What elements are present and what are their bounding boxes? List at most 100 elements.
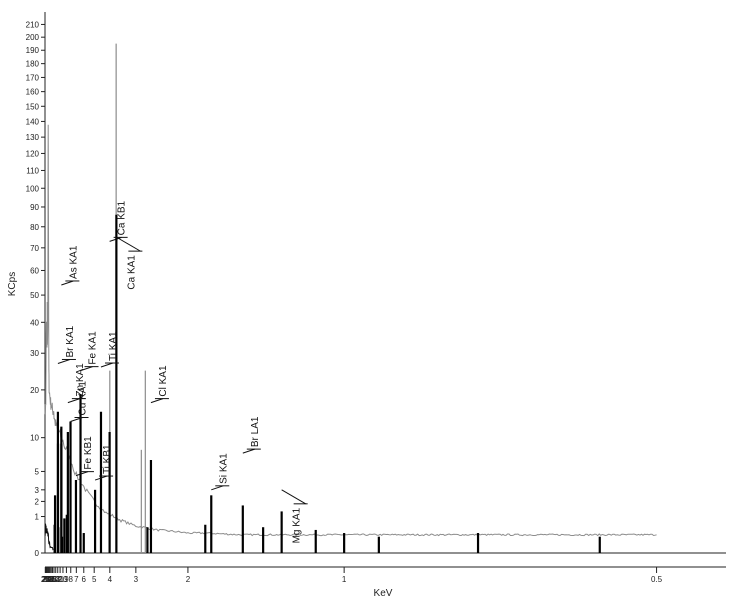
y-tick-label: 190	[26, 46, 40, 55]
peak-label-text: Si KA1	[218, 453, 229, 484]
peak-label-group: Fe KA1	[80, 331, 99, 372]
x-tick-label: 15	[48, 575, 57, 584]
y-tick-label: 30	[30, 349, 39, 358]
y-tick-label: 210	[26, 20, 40, 29]
x-tick-label: 6	[82, 575, 87, 584]
x-tick-label: 11	[56, 575, 65, 584]
y-tick-label: 80	[30, 223, 39, 232]
peak-leader-line	[80, 366, 93, 372]
y-tick-label: 0	[35, 549, 40, 558]
peak-label-text: Cl KA1	[158, 365, 169, 397]
x-tick-label: 18	[45, 575, 54, 584]
peak-label-group: As KA1	[61, 245, 80, 286]
peak-label-group: Si KA1	[211, 453, 230, 491]
x-tick-label: 3	[134, 575, 139, 584]
x-tick-label: 4	[108, 575, 113, 584]
x-tick-label: 22	[41, 575, 50, 584]
peak-leader-line	[242, 448, 255, 454]
peak-label-group: Br KA1	[57, 325, 76, 364]
peak-label-group: Br LA1	[242, 416, 261, 454]
peak-spikes	[53, 43, 601, 553]
peak-label-text: Fe KA1	[88, 331, 99, 365]
y-tick-label: 1	[35, 513, 40, 522]
x-axis-title: KeV	[374, 588, 393, 599]
y-tick-label: 100	[26, 184, 40, 193]
peak-leader-line	[100, 362, 114, 368]
peak-label-group: Zn KA1	[67, 363, 86, 404]
y-tick-label: 2	[35, 497, 40, 506]
peak-leader-line	[94, 475, 108, 481]
gray-spectrum-line	[44, 124, 657, 537]
y-tick-label: 180	[26, 60, 40, 69]
peak-leader-line	[57, 359, 71, 364]
black-spectrum-line	[44, 523, 54, 551]
y-axis-title: KCps	[7, 272, 18, 296]
x-tick-label: 1	[342, 575, 347, 584]
peak-leader-line	[150, 398, 164, 404]
peak-label-text: Br KA1	[65, 325, 76, 357]
x-tick-label: 2	[186, 575, 191, 584]
peak-label-group: Ti KB1	[94, 444, 114, 481]
y-tick-label: 150	[26, 102, 40, 111]
peak-label-group: Ca KB1	[109, 200, 128, 242]
x-tick-label: 0.5	[651, 575, 663, 584]
peak-leader-line	[109, 236, 122, 242]
y-tick-label: 130	[26, 133, 40, 142]
peak-label-text: Ti KB1	[102, 444, 113, 474]
x-tick-label: 5	[92, 575, 97, 584]
peak-leader-line	[116, 236, 141, 252]
peak-label-text: Zn KA1	[75, 363, 86, 397]
peak-label-text: Mg KA1	[292, 507, 303, 543]
x-tick-label: 12	[53, 575, 62, 584]
peak-label-group: Ca KA1	[116, 236, 143, 290]
peak-label-group: Cl KA1	[150, 365, 169, 404]
y-tick-label: 50	[30, 291, 39, 300]
y-tick-label: 120	[26, 149, 40, 158]
peak-label-group: Mg KA1	[281, 489, 308, 543]
y-tick-label: 10	[30, 434, 39, 443]
peak-leader-line	[211, 485, 224, 491]
x-tick-label: 16	[47, 575, 56, 584]
peak-label-text: Ca KB1	[117, 200, 128, 235]
peak-leader-line	[75, 471, 89, 477]
spectrum-series	[44, 124, 657, 551]
peak-label-text: As KA1	[68, 245, 79, 279]
peak-label-text: Ca KA1	[126, 255, 137, 290]
peak-label-text: Br LA1	[250, 416, 261, 447]
peak-leader-line	[67, 398, 81, 404]
x-tick-label: 14	[50, 575, 59, 584]
x-tick-label: 7	[74, 575, 79, 584]
y-tick-label: 5	[35, 467, 40, 476]
x-tick-label: 17	[46, 575, 55, 584]
y-tick-label: 140	[26, 117, 40, 126]
y-tick-label: 3	[35, 486, 40, 495]
x-tick-label: 13	[51, 575, 60, 584]
x-tick-label: 9	[64, 575, 69, 584]
x-tick-label: 10	[58, 575, 67, 584]
y-axis: 0 1 2 3 5 10 20 30 40 50 60 70 80 90 100 110 120 130 140 15…	[26, 12, 46, 558]
y-tick-label: 60	[30, 266, 39, 275]
x-tick-label: 23	[41, 575, 50, 584]
y-tick-label: 110	[26, 166, 39, 175]
peak-label-text: Fe KB1	[83, 436, 94, 470]
y-tick-label: 160	[26, 88, 40, 97]
x-tick-label: 21	[42, 575, 51, 584]
peak-leader-line	[70, 417, 83, 422]
peak-label-group: Fe KB1	[75, 436, 94, 477]
y-tick-label: 200	[26, 33, 40, 42]
peak-label-group: Ti KA1	[100, 331, 119, 368]
peak-leader-line	[281, 489, 306, 505]
y-tick-label: 170	[26, 73, 40, 82]
peak-label-group: Cu KA1	[70, 381, 89, 422]
peak-leader-line	[61, 280, 74, 286]
y-tick-label: 90	[30, 203, 39, 212]
y-tick-label: 20	[30, 386, 39, 395]
x-tick-label: 20	[43, 575, 52, 584]
x-tick-label: 8	[69, 575, 74, 584]
peak-label-text: Cu KA1	[78, 381, 89, 416]
peak-label-text: Ti KA1	[108, 331, 119, 361]
